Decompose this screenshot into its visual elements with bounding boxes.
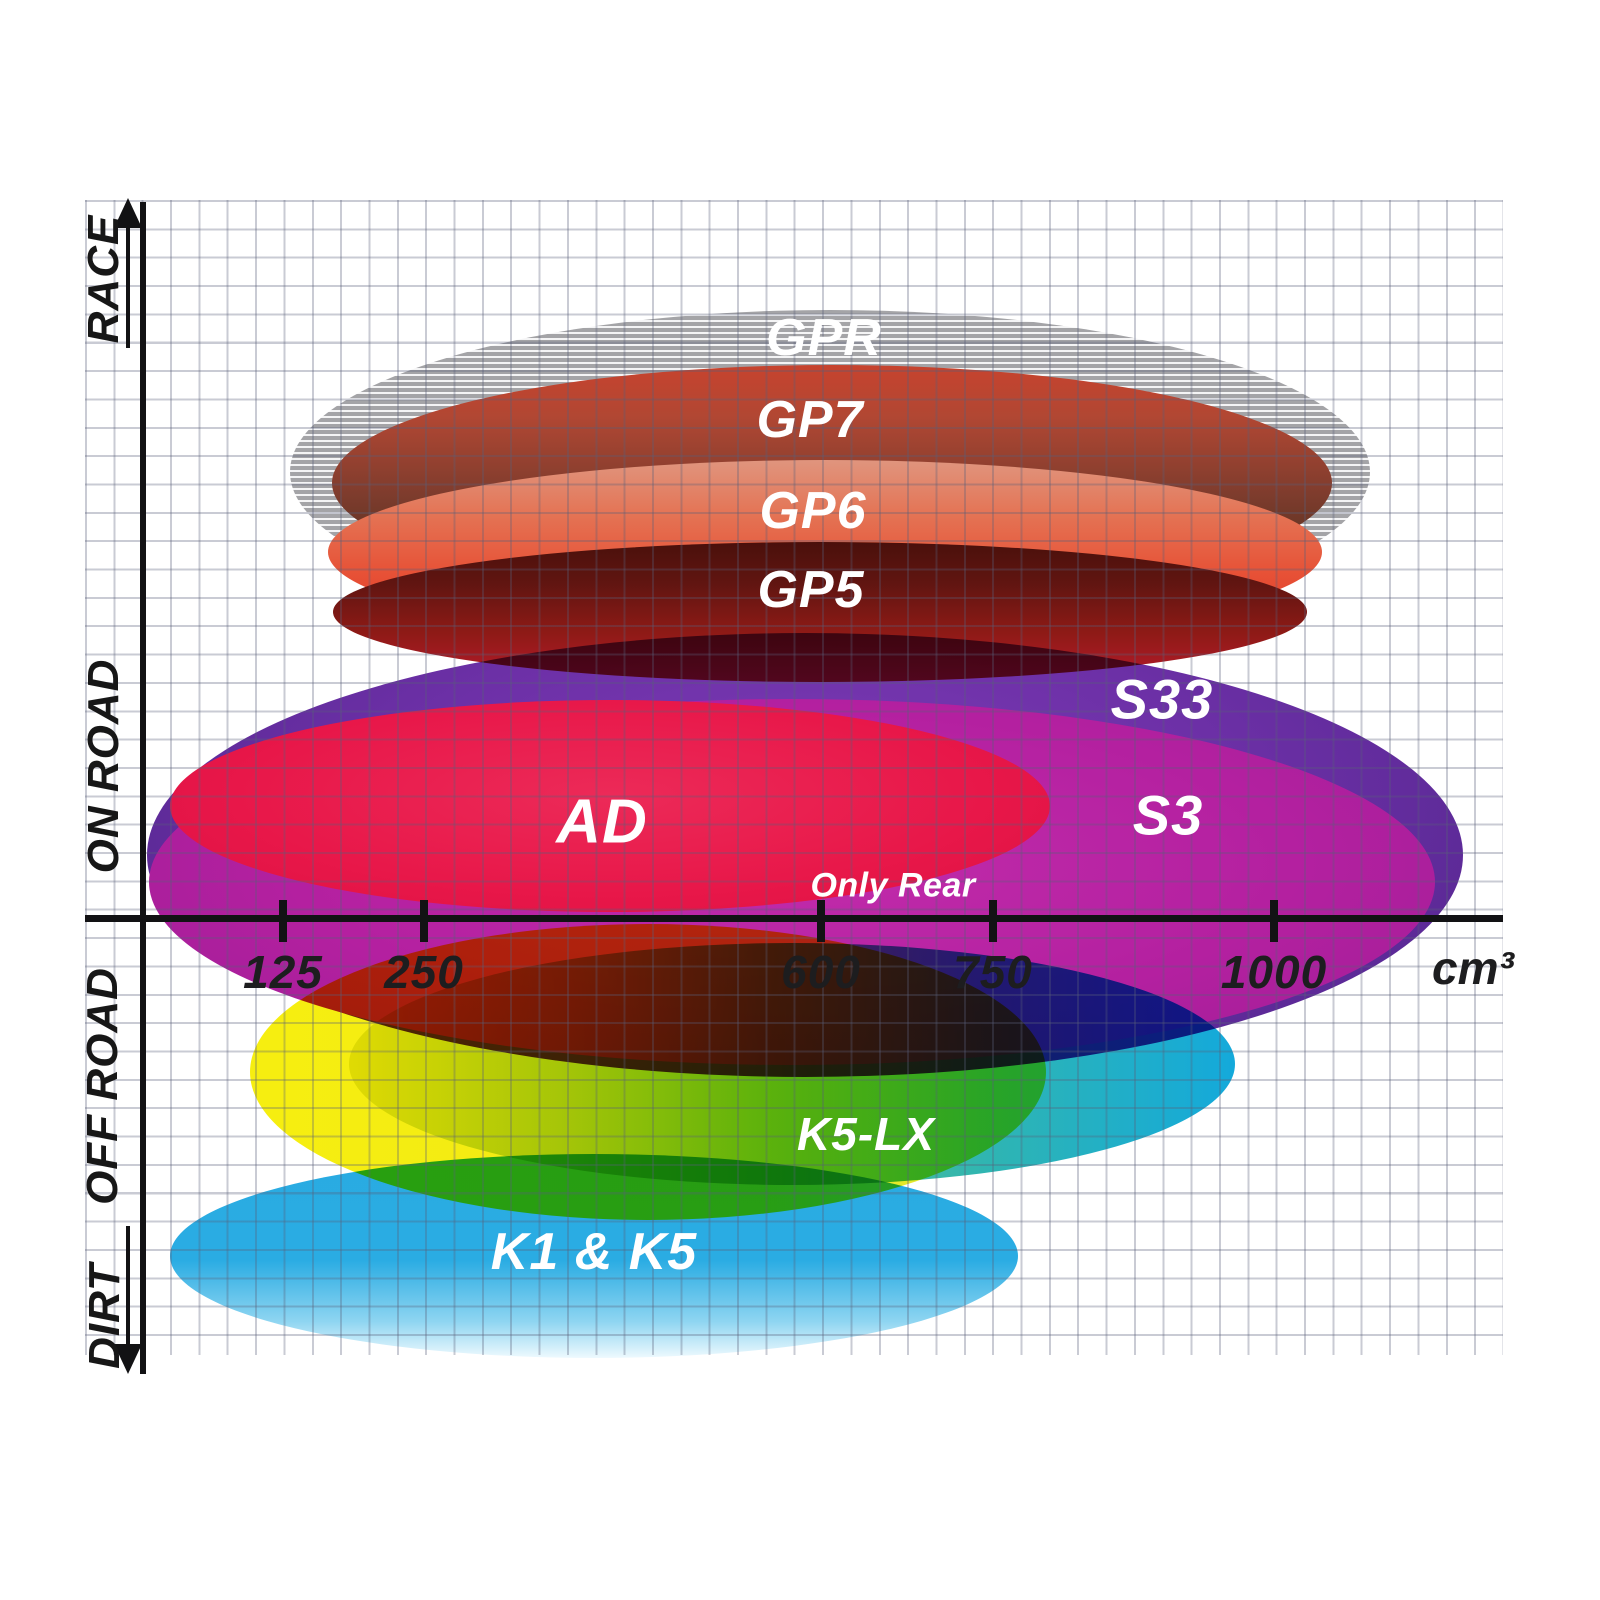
- x-tick-600: [817, 900, 825, 942]
- label-k1k5: K1 & K5: [490, 1223, 698, 1281]
- x-tick-label-250: 250: [384, 946, 464, 998]
- ellipse-ad: [170, 700, 1050, 912]
- ellipse-k5lx: [349, 943, 1235, 1185]
- x-tick-750: [989, 900, 997, 942]
- label-s3: S3: [1132, 783, 1204, 847]
- label-gp5: GP5: [757, 561, 865, 619]
- x-tick-125: [279, 900, 287, 942]
- x-tick-250: [420, 900, 428, 942]
- x-tick-label-750: 750: [953, 946, 1033, 998]
- label-ad: AD: [556, 787, 648, 857]
- race-arrow-shaft: [126, 214, 130, 348]
- band-label-off-road: OFF ROAD: [78, 967, 127, 1205]
- race-up-arrow-icon: [114, 198, 142, 228]
- band-label-on-road: ON ROAD: [79, 658, 128, 874]
- x-tick-label-1000: 1000: [1220, 946, 1328, 998]
- label-gp6: GP6: [759, 482, 867, 540]
- label-gpr: GPR: [766, 309, 882, 367]
- label-k5lx: K5-LX: [797, 1108, 935, 1160]
- band-label-dirt: DIRT: [80, 1263, 129, 1369]
- dirt-arrow-shaft: [126, 1226, 130, 1348]
- x-tick-label-125: 125: [243, 946, 323, 998]
- band-label-race: RACE: [79, 214, 128, 344]
- label-gp7: GP7: [756, 391, 864, 449]
- dirt-down-arrow-icon: [114, 1344, 142, 1374]
- x-axis-line: [85, 915, 1503, 922]
- label-only-rear: Only Rear: [810, 866, 976, 905]
- x-tick-label-600: 600: [781, 946, 861, 998]
- ellipse-k1k5: [170, 1154, 1018, 1358]
- y-axis-line: [140, 202, 146, 1374]
- x-tick-1000: [1270, 900, 1278, 942]
- label-s33: S33: [1110, 667, 1214, 731]
- x-axis-unit: cm³: [1432, 942, 1514, 994]
